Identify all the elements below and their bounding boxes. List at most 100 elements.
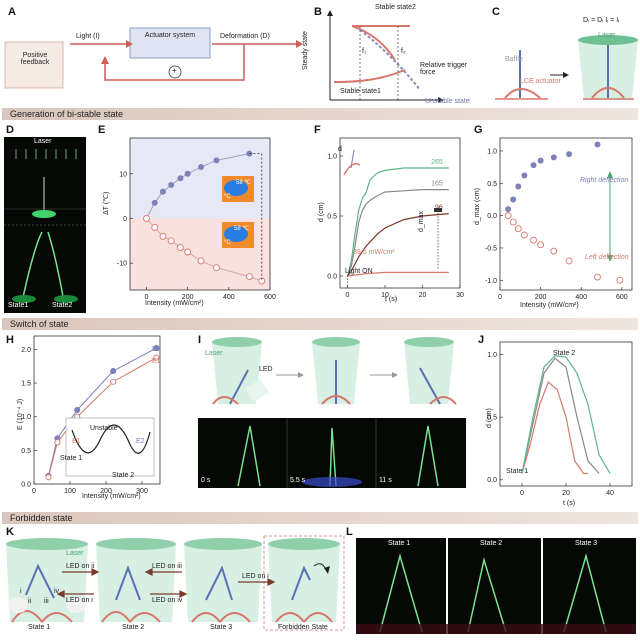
g-point-left <box>514 225 522 233</box>
e-point-cooling <box>159 232 167 240</box>
k-state-3 <box>184 538 262 623</box>
x-tick-label: 0 <box>520 490 524 497</box>
y-tick-label: 1.0 <box>327 154 337 161</box>
y-tick-label: -10 <box>117 261 127 268</box>
y-tick-label: 10 <box>119 171 127 178</box>
f-series-label: 165 <box>431 181 443 188</box>
x-tick-label: 300 <box>136 488 148 495</box>
photo-d-drawing <box>4 149 86 303</box>
x-tick-label: 0 <box>32 488 36 495</box>
section-switch: Switch of state <box>2 318 638 330</box>
d-state2: State2 <box>52 302 73 309</box>
e-point-cooling <box>213 264 220 272</box>
y-tick-label: 1.5 <box>21 381 31 388</box>
e-point-cooling <box>176 244 184 251</box>
g-point-right <box>510 196 517 203</box>
g-left-label: Left deflection <box>585 254 629 261</box>
g-point-left <box>565 257 573 265</box>
k-led-5: LED on i <box>242 573 269 580</box>
k-laser-label: Laser <box>66 550 84 557</box>
g-point-right <box>550 154 557 161</box>
baffle-label: Baffle <box>505 56 523 63</box>
x-tick-label: 30 <box>456 292 464 299</box>
k-roman-iii: iii <box>44 598 49 605</box>
k-state-1-label: State 1 <box>28 624 51 631</box>
e-xlabel: Intensity (mW/cm²) <box>145 300 204 307</box>
e-point-heating <box>159 188 166 195</box>
panel-label-k: K <box>6 526 14 538</box>
k-led-4: LED on iv <box>152 597 183 604</box>
f-series-label: 265 <box>431 159 443 166</box>
h-point-E1 <box>110 378 117 385</box>
l-state-3: State 3 <box>575 540 598 547</box>
y-tick-label: 2.0 <box>21 347 31 354</box>
j-series-0 <box>521 381 588 475</box>
feedback-label: Positive feedback <box>20 52 50 66</box>
bistable-curve <box>327 10 444 103</box>
panel-label-c: C <box>492 6 500 18</box>
x-tick-label: 0 <box>145 294 149 301</box>
c-laser-label: Laser <box>598 32 616 39</box>
y-tick-label: 0.0 <box>487 477 497 484</box>
g-point-left <box>537 241 545 249</box>
f-inset-rod <box>350 149 355 169</box>
k-forbidden-label: Forbidden State <box>278 624 328 631</box>
j-state1: State 1 <box>506 468 529 475</box>
g-arrow-down <box>607 255 613 262</box>
unstable-curve <box>359 29 421 91</box>
x-tick-label: 10 <box>381 292 389 299</box>
photo-l-drawing <box>356 538 636 634</box>
f-annotation: 39.5 mW/cm² <box>353 249 395 256</box>
k-state-2-label: State 2 <box>122 624 145 631</box>
l-state-1: State 1 <box>388 540 411 547</box>
f-light-on: Light ON <box>345 268 373 275</box>
f-series-3 <box>347 271 449 277</box>
stable2-label: Stable state2 <box>375 4 416 11</box>
f-series-2 <box>347 213 449 277</box>
d-state1: State1 <box>8 302 29 309</box>
g-point-right <box>594 141 601 148</box>
panel-label-e: E <box>98 124 106 136</box>
k-roman-i: i <box>20 588 22 595</box>
e-inset-cold-label: 58 ℃ <box>234 226 249 232</box>
stable1-label: Stable state1 <box>340 88 381 95</box>
e-point-heating <box>151 199 158 206</box>
section-generation: Generation of bi-stable state <box>2 108 638 120</box>
stable1-curve <box>333 69 406 83</box>
panel-label-a: A <box>8 6 16 18</box>
x-tick-label: 100 <box>64 488 76 495</box>
lce-actuator-left <box>504 88 541 99</box>
e-inset-cold-unit: °C <box>224 240 231 246</box>
y-tick-label: -1.0 <box>485 278 497 285</box>
b-xlabel: Relative trigger force <box>420 62 468 76</box>
y-tick-label: 1.0 <box>21 414 31 421</box>
y-tick-label: 1.0 <box>487 148 497 155</box>
x-tick-label: 0 <box>346 292 350 299</box>
g-point-left <box>504 212 512 220</box>
e-point-heating <box>168 181 175 188</box>
h-e2: E2 <box>152 346 161 353</box>
k-roman-ii: ii <box>28 598 32 605</box>
e-series-cooling-line <box>146 218 262 282</box>
k-state-1 <box>6 538 88 623</box>
g-right-label: Right deflection <box>580 177 629 184</box>
f-inset-d: d <box>338 146 342 153</box>
g-point-left <box>550 247 558 255</box>
j-xlabel: t (s) <box>563 500 576 507</box>
e-point-cooling <box>143 215 150 222</box>
k-roman-iv: iv <box>54 588 60 595</box>
g-point-right <box>566 151 573 158</box>
h-inset-e1: E1 <box>72 438 81 445</box>
e-point-cooling <box>197 257 205 265</box>
lce-label: LCE actuator <box>520 78 561 85</box>
h-point-E2 <box>110 367 117 375</box>
light-label: Light (I) <box>76 33 100 40</box>
x-tick-label: 400 <box>223 294 235 301</box>
h-e1: E1 <box>152 358 161 365</box>
photo-i-drawing <box>237 418 439 488</box>
g-point-left <box>594 273 601 281</box>
i-laser-label: Laser <box>205 350 223 357</box>
